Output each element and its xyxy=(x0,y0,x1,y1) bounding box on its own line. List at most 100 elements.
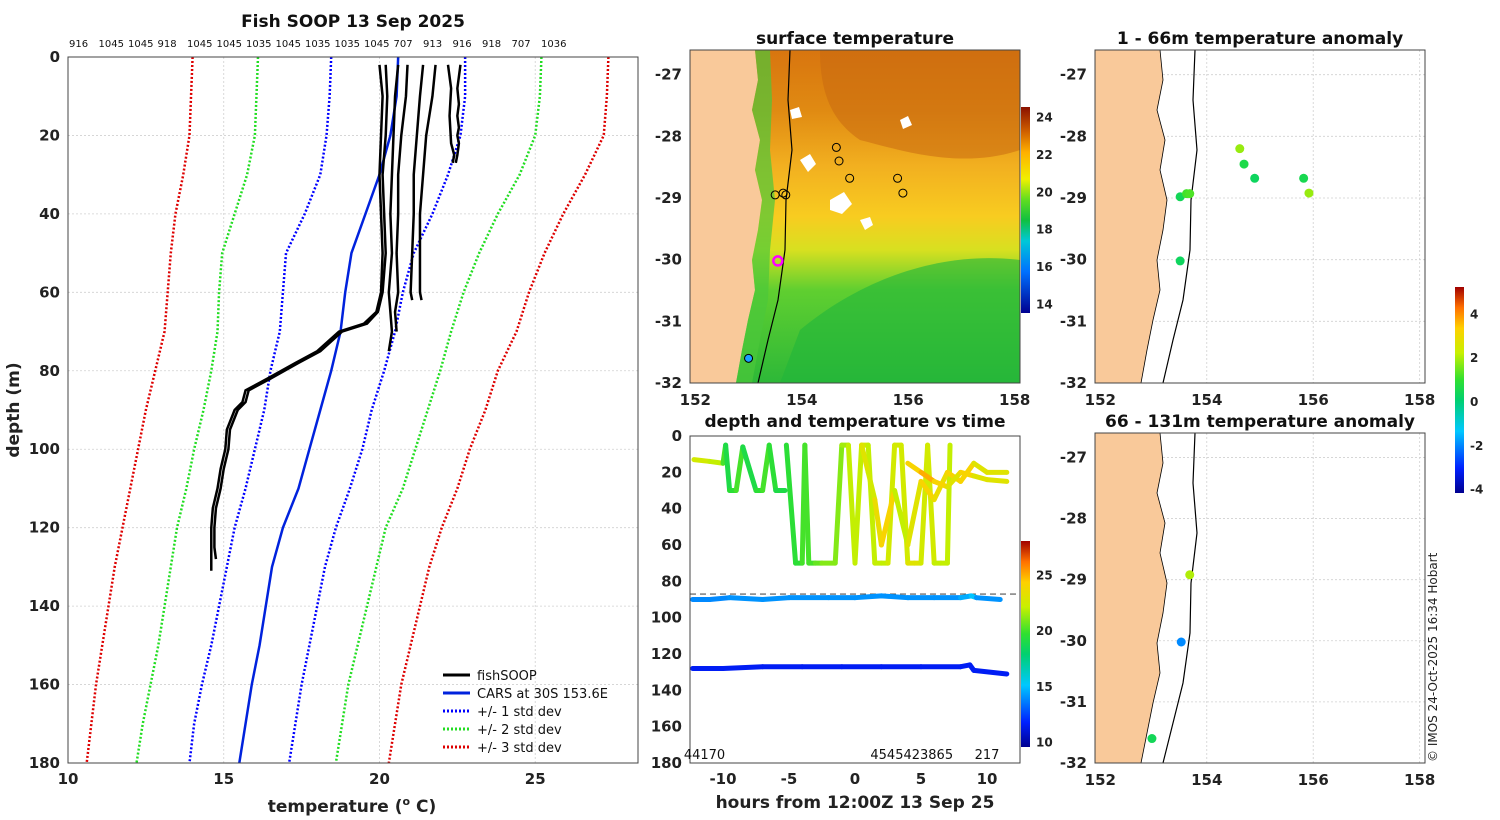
time-ytick-label: 40 xyxy=(661,500,682,518)
map-ytick-label: -31 xyxy=(655,312,682,330)
profile-ytick-label: 120 xyxy=(29,519,60,537)
sst-current-station-marker xyxy=(772,255,784,267)
cast-id-label: 1045 xyxy=(99,39,124,50)
anomaly-map-upper: 1 - 66m temperature anomaly 152 154 156 158… xyxy=(1060,29,1435,409)
profile-ytick-label: 40 xyxy=(39,205,60,223)
map-xtick-label: 156 xyxy=(1298,771,1329,789)
anom1-title: 1 - 66m temperature anomaly xyxy=(1117,29,1403,49)
legend-label-std1: +/- 1 std dev xyxy=(477,705,562,720)
map-ytick-label: -31 xyxy=(1060,693,1087,711)
time-ytick-label: 180 xyxy=(651,754,682,772)
profile-series-line xyxy=(454,64,462,164)
sst-map-body xyxy=(690,50,1020,383)
time-ytick-label: 140 xyxy=(651,681,682,699)
legend-label-std3: +/- 3 std dev xyxy=(477,741,562,756)
profile-series xyxy=(85,57,610,763)
anom1-points xyxy=(1175,144,1314,266)
sst-land xyxy=(690,50,762,383)
map-xtick-label: 158 xyxy=(1404,391,1435,409)
profile-legend: fishSOOP CARS at 30S 153.6E +/- 1 std de… xyxy=(443,669,608,756)
sst-station-marker xyxy=(831,142,841,152)
xlabel-main-part: temperature ( xyxy=(268,797,403,817)
time-track-segment xyxy=(892,488,911,548)
map-xtick-label: 152 xyxy=(1085,391,1116,409)
time-track-segment xyxy=(918,469,937,484)
sst-isobath xyxy=(757,50,793,383)
map-ytick-label: -27 xyxy=(1060,66,1087,84)
anom1-point xyxy=(1239,159,1249,169)
time-colorbar-tick-label: 15 xyxy=(1036,680,1053,694)
time-title: depth and temperature vs time xyxy=(705,412,1006,432)
anom2-land xyxy=(1095,433,1168,763)
map-ytick-label: -29 xyxy=(1060,571,1087,589)
time-colorbar-tick-label: 20 xyxy=(1036,624,1053,638)
time-track-segment xyxy=(905,478,924,548)
time-track-segment xyxy=(832,442,845,566)
profile-series-line xyxy=(393,64,409,332)
cast-id-label: 1045 xyxy=(217,39,242,50)
sst-ticks: 152 154 156 158 -27 -28 -29 -30 -31 -32 xyxy=(655,66,1030,409)
anom2-frame xyxy=(1094,432,1426,764)
profile-xlabel: temperature (o C) xyxy=(268,795,437,817)
map-ytick-label: -32 xyxy=(1060,374,1087,392)
time-track-segment xyxy=(973,595,1003,602)
time-xlabel: hours from 12:00Z 13 Sep 25 xyxy=(716,793,995,813)
time-colorbar-tick-label: 10 xyxy=(1036,735,1053,749)
cast-id-label: 916 xyxy=(453,39,472,50)
time-track-segment xyxy=(925,442,937,566)
time-track-segment xyxy=(905,460,924,475)
anom1-point xyxy=(1299,173,1309,183)
sst-frame xyxy=(689,49,1021,384)
map-ytick-label: -27 xyxy=(655,66,682,84)
profile-series-line xyxy=(287,57,467,763)
anom2-point xyxy=(1185,570,1195,580)
anom1-point xyxy=(1250,173,1260,183)
time-track-segment xyxy=(865,469,878,503)
sst-colorbar-tick-label: 24 xyxy=(1036,110,1053,124)
time-track-segment xyxy=(740,444,759,493)
profile-ylabel: depth (m) xyxy=(4,362,24,457)
profile-series-line xyxy=(387,57,610,763)
time-track-segment xyxy=(707,595,733,602)
map-ytick-label: -28 xyxy=(1060,127,1087,145)
cast-id-label: 1035 xyxy=(335,39,360,50)
anom2-points xyxy=(1147,570,1195,744)
legend-label-fishsoop: fishSOOP xyxy=(477,669,537,684)
profile-ytick-label: 160 xyxy=(29,676,60,694)
profile-xtick-label: 25 xyxy=(525,770,546,788)
time-track-segment xyxy=(984,477,1010,484)
sst-map: surface temperature 152 154 156 158 -27 -28 -2… xyxy=(655,29,1053,409)
time-bottom-labels: 44170 4545423865 217 xyxy=(684,748,1000,763)
map-xtick-label: 156 xyxy=(1298,391,1329,409)
anom2-isobath xyxy=(1162,433,1198,763)
anomaly-colorbar-tick-label: -2 xyxy=(1470,439,1483,453)
sst-cool-patch xyxy=(780,258,1020,383)
sst-station-marker xyxy=(893,173,903,183)
anomaly-colorbar-ticks: -4 -2 0 2 4 xyxy=(1470,307,1483,496)
profile-ytick-label: 140 xyxy=(29,597,60,615)
map-ytick-label: -30 xyxy=(655,251,682,269)
time-ytick-label: 160 xyxy=(651,718,682,736)
profile-ytick-label: 180 xyxy=(29,754,60,772)
profile-xtick-label: 15 xyxy=(213,770,234,788)
anom1-land xyxy=(1095,50,1168,383)
map-ytick-label: -29 xyxy=(655,189,682,207)
time-xtick-label: 10 xyxy=(977,770,998,788)
time-track-segment xyxy=(859,442,871,475)
time-track-segment xyxy=(878,488,898,548)
time-bottom-label: 217 xyxy=(975,748,1000,763)
anom1-ticks: 152 154 156 158 -27 -28 -29 -30 -31 -32 xyxy=(1060,66,1435,409)
cast-id-label: 1045 xyxy=(276,39,301,50)
profile-series-line xyxy=(238,57,400,763)
time-track-segment xyxy=(918,478,937,503)
map-ytick-label: -31 xyxy=(1060,312,1087,330)
cast-id-label: 918 xyxy=(482,39,501,50)
map-xtick-label: 154 xyxy=(1191,391,1222,409)
profile-series-line xyxy=(409,64,425,301)
time-xtick-label: 0 xyxy=(850,770,860,788)
anom2-title: 66 - 131m temperature anomaly xyxy=(1105,412,1415,432)
sst-colorbar-ticks: 14 16 18 20 22 24 xyxy=(1036,110,1053,311)
time-frame xyxy=(689,435,1021,764)
profile-ytick-label: 20 xyxy=(39,126,60,144)
